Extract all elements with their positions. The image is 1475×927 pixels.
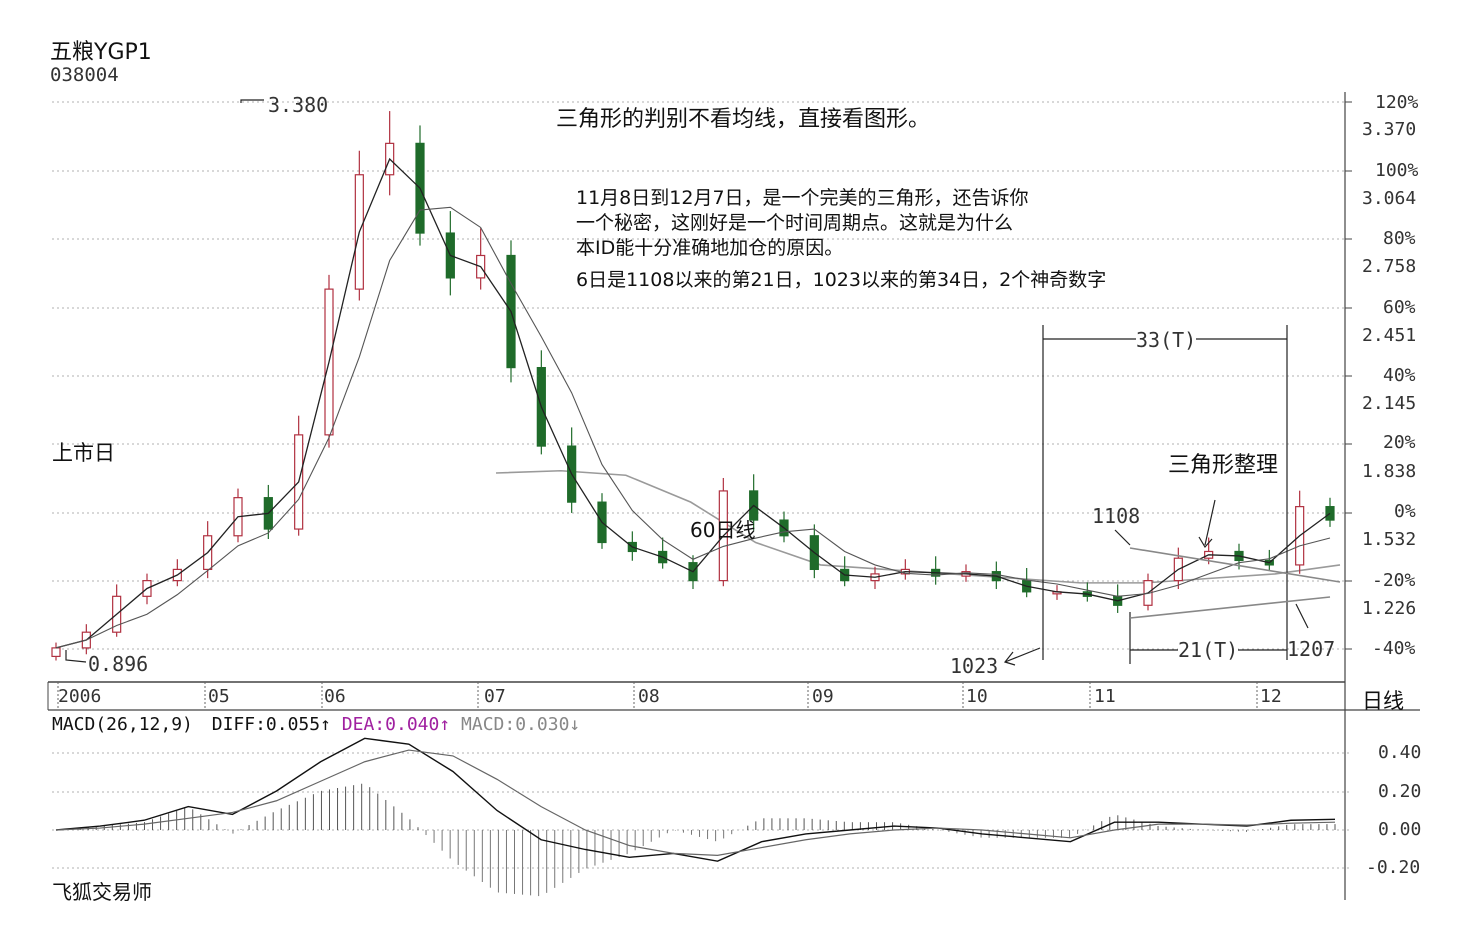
time-label-10: 10 xyxy=(966,686,988,707)
macd-tick-minus020: -0.20 xyxy=(1366,857,1421,878)
listing-day-label: 上市日 xyxy=(52,441,115,465)
high-price-label: 3.380 xyxy=(268,93,329,117)
price-tick-1838: 1.838 xyxy=(1362,461,1417,482)
ma5-line xyxy=(55,157,1331,649)
time-label-07: 07 xyxy=(484,686,506,707)
dea-line xyxy=(55,749,1336,856)
time-label-08: 08 xyxy=(638,686,660,707)
label-1023: 1023 xyxy=(950,654,999,678)
security-name: 五粮YGP1 xyxy=(50,40,152,65)
low-marker xyxy=(65,650,87,663)
down-arrow-icon: ↓ xyxy=(569,714,581,735)
price-tick-1532: 1.532 xyxy=(1362,529,1417,550)
macd-title: MACD(26,12,9) DIFF:0.055↑ DEA:0.040↑ MAC… xyxy=(52,714,580,735)
macd-dea: DEA:0.040 xyxy=(341,714,440,735)
macd-tick-000: 0.00 xyxy=(1378,819,1422,840)
time-label-2006: 2006 xyxy=(58,686,102,707)
low-price-label: 0.896 xyxy=(88,652,149,676)
price-tick-2451: 2.451 xyxy=(1362,325,1417,346)
arrow-head-icon xyxy=(1198,536,1213,549)
pct-tick-minus20: -20% xyxy=(1372,570,1416,591)
security-code: 038004 xyxy=(50,64,119,86)
pct-tick-120: 120% xyxy=(1375,92,1419,113)
price-tick-2758: 2.758 xyxy=(1362,256,1417,277)
span-33-label: 33(T) xyxy=(1136,328,1197,352)
price-tick-2145: 2.145 xyxy=(1362,393,1417,414)
ma60-line xyxy=(495,469,1341,584)
span-21-label: 21(T) xyxy=(1178,638,1239,662)
time-label-12: 12 xyxy=(1260,686,1282,707)
pct-tick-20: 20% xyxy=(1383,432,1416,453)
triangle-label: 三角形整理 xyxy=(1168,453,1279,478)
macd-panel xyxy=(55,737,1336,897)
macd-tick-040: 0.40 xyxy=(1378,742,1422,763)
period-label[interactable]: 日线 xyxy=(1362,689,1404,713)
sub-note-line-2: 一个秘密，这刚好是一个时间周期点。这就是为什么 xyxy=(576,212,1014,234)
macd-tick-020: 0.20 xyxy=(1378,781,1422,802)
up-arrow-icon: ↑ xyxy=(320,714,331,735)
ma-short-line xyxy=(55,157,1331,649)
label-1108: 1108 xyxy=(1092,504,1141,528)
sub-note-line-1: 11月8日到12月7日，是一个完美的三角形，还告诉你 xyxy=(576,187,1029,209)
pct-tick-100: 100% xyxy=(1375,160,1419,181)
arrow-1023 xyxy=(1004,647,1041,663)
macd-diff: DIFF:0.055 xyxy=(211,714,321,735)
label-1207: 1207 xyxy=(1287,637,1336,661)
macd-params: MACD(26,12,9) xyxy=(52,714,193,735)
main-note: 三角形的判别不看均线，直接看图形。 xyxy=(556,107,931,132)
diff-line xyxy=(55,737,1336,862)
triangle-arrow xyxy=(1204,499,1216,546)
ma60-polyline xyxy=(495,469,1341,584)
arrow-1108 xyxy=(1114,529,1131,546)
price-tick-3370: 3.370 xyxy=(1362,119,1417,140)
footer-watermark: 飞狐交易师 xyxy=(52,880,152,904)
time-label-06: 06 xyxy=(324,686,346,707)
macd-value: MACD:0.030 xyxy=(461,714,570,735)
time-label-11: 11 xyxy=(1094,686,1116,707)
arrow-1207 xyxy=(1295,603,1309,629)
time-label-05: 05 xyxy=(208,686,230,707)
triangle-upper xyxy=(1129,547,1341,583)
triangle-lower xyxy=(1129,596,1331,619)
candle-body xyxy=(51,647,61,658)
price-tick-1226: 1.226 xyxy=(1362,598,1417,619)
arrow-head-icon xyxy=(1003,651,1016,666)
price-tick-3064: 3.064 xyxy=(1362,188,1417,209)
pct-tick-0: 0% xyxy=(1394,501,1416,522)
annotations-shapes xyxy=(65,99,1341,666)
pct-tick-80: 80% xyxy=(1383,228,1416,249)
ma10-line xyxy=(55,206,1331,649)
pct-tick-40: 40% xyxy=(1383,365,1416,386)
pct-tick-minus40: -40% xyxy=(1372,638,1416,659)
time-label-09: 09 xyxy=(812,686,834,707)
up-arrow-icon: ↑ xyxy=(439,714,451,735)
high-marker xyxy=(240,99,264,103)
sub-note-line-3: 本ID能十分准确地加仓的原因。 xyxy=(576,237,844,259)
ma60-label: 60日线 xyxy=(690,518,756,542)
pct-tick-60: 60% xyxy=(1383,297,1416,318)
sub-note-line-4: 6日是1108以来的第21日，1023以来的第34日，2个神奇数字 xyxy=(576,269,1107,291)
